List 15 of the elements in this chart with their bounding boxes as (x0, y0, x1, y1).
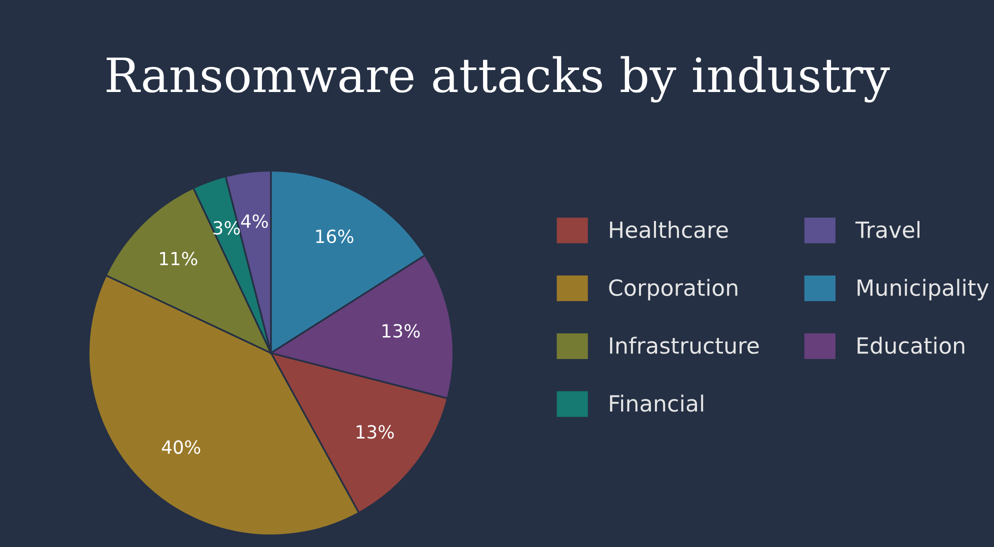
data-label: 11% (160, 252, 198, 266)
legend-label: Municipality (858, 278, 989, 300)
data-label: 3% (214, 221, 240, 235)
legend-label: Infrastructure (610, 336, 759, 354)
legend-label: Corporation (609, 278, 738, 300)
data-label: 4% (241, 214, 268, 228)
legend-label: Financial (610, 394, 704, 412)
data-label: 13% (382, 324, 420, 338)
legend-label: Healthcare (610, 220, 728, 238)
data-label: 13% (356, 425, 394, 439)
data-label: 40% (162, 440, 200, 454)
chart-title: Ransomware attacks by industry (106, 56, 890, 102)
legend-label: Education (858, 336, 964, 354)
legend-label: Travel (855, 220, 920, 238)
data-label: 16% (316, 230, 354, 244)
